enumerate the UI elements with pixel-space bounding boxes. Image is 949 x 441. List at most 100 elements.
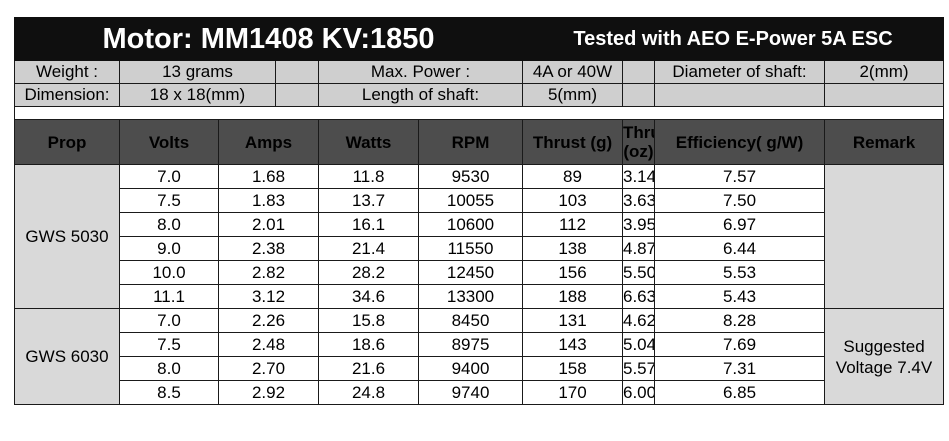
rpm-cell: 10055 — [418, 188, 523, 213]
table-row: 8.0 2.70 21.6 9400 158 5.57 7.31 — [15, 356, 944, 381]
efficiency-cell: 6.97 — [654, 212, 825, 237]
thrust-oz-cell: 3.63 — [622, 188, 655, 213]
column-header-rpm: RPM — [418, 119, 523, 165]
remark-cell: Suggested Voltage 7.4V — [823, 308, 945, 405]
thrust-g-cell: 158 — [522, 356, 623, 381]
rpm-cell: 9530 — [418, 164, 523, 189]
watts-cell: 21.4 — [318, 236, 419, 261]
amps-cell: 2.26 — [218, 308, 319, 333]
thrust-oz-cell: 5.04 — [622, 332, 655, 357]
efficiency-cell: 6.44 — [654, 236, 825, 261]
watts-cell: 24.8 — [318, 380, 419, 405]
dimension-label: Dimension: — [14, 83, 120, 107]
column-header-thrust-oz: Thrust (oz) — [622, 119, 655, 165]
rpm-cell: 10600 — [418, 212, 523, 237]
thrust-g-cell: 103 — [522, 188, 623, 213]
spec-empty-cell — [654, 83, 825, 107]
watts-cell: 21.6 — [318, 356, 419, 381]
amps-cell: 2.48 — [218, 332, 319, 357]
watts-cell: 18.6 — [318, 332, 419, 357]
spec-row-2: Dimension: 18 x 18(mm) Length of shaft: … — [14, 83, 945, 107]
rpm-cell: 8450 — [418, 308, 523, 333]
rpm-cell: 12450 — [418, 260, 523, 285]
efficiency-cell: 6.85 — [654, 380, 825, 405]
table-row: 10.0 2.82 28.2 12450 156 5.50 5.53 — [15, 260, 944, 285]
efficiency-cell: 5.43 — [654, 284, 825, 309]
column-header-prop: Prop — [14, 119, 120, 165]
volts-cell: 9.0 — [119, 236, 219, 261]
table-row: 7.5 2.48 18.6 8975 143 5.04 7.69 — [15, 332, 944, 357]
spec-empty-cell — [622, 60, 655, 84]
efficiency-cell: 7.69 — [654, 332, 825, 357]
column-header-amps: Amps — [218, 119, 319, 165]
column-header-thrust-g: Thrust (g) — [522, 119, 623, 165]
volts-cell: 8.5 — [119, 380, 219, 405]
amps-cell: 1.68 — [218, 164, 319, 189]
prop-cell: GWS 6030 — [14, 308, 120, 405]
shaft-diameter-value: 2(mm) — [823, 60, 945, 84]
volts-cell: 8.0 — [119, 356, 219, 381]
volts-cell: 8.0 — [119, 212, 219, 237]
volts-cell: 7.0 — [119, 164, 219, 189]
table-row: 8.5 2.92 24.8 9740 170 6.00 6.85 — [15, 380, 944, 405]
table-row: GWS 5030 7.0 1.68 11.8 9530 89 3.14 7.57 — [14, 164, 945, 309]
thrust-g-cell: 188 — [522, 284, 623, 309]
spacer-row — [13, 106, 945, 120]
dimension-value: 18 x 18(mm) — [119, 83, 276, 107]
amps-cell: 2.01 — [218, 212, 319, 237]
volts-cell: 11.1 — [119, 284, 219, 309]
tested-with-title: Tested with AEO E-Power 5A ESC — [521, 17, 945, 61]
remark-cell — [823, 164, 945, 309]
thrust-oz-cell: 4.87 — [622, 236, 655, 261]
watts-cell: 13.7 — [318, 188, 419, 213]
volts-cell: 10.0 — [119, 260, 219, 285]
thrust-g-cell: 143 — [522, 332, 623, 357]
thrust-oz-cell: 3.95 — [622, 212, 655, 237]
rpm-cell: 11550 — [418, 236, 523, 261]
shaft-diameter-label: Diameter of shaft: — [654, 60, 825, 84]
volts-cell: 7.5 — [119, 332, 219, 357]
efficiency-cell: 7.50 — [654, 188, 825, 213]
amps-cell: 2.92 — [218, 380, 319, 405]
thrust-g-cell: 170 — [522, 380, 623, 405]
efficiency-cell: 7.31 — [654, 356, 825, 381]
spec-empty-cell — [823, 83, 945, 107]
column-header-remark: Remark — [823, 119, 945, 165]
thrust-oz-cell: 4.62 — [622, 308, 655, 333]
prop-cell: GWS 5030 — [14, 164, 120, 309]
watts-cell: 16.1 — [318, 212, 419, 237]
title-row: Motor: MM1408 KV:1850 Tested with AEO E-… — [14, 17, 945, 61]
thrust-g-cell: 156 — [522, 260, 623, 285]
watts-cell: 28.2 — [318, 260, 419, 285]
thrust-g-cell: 89 — [522, 164, 623, 189]
volts-cell: 7.0 — [119, 308, 219, 333]
column-header-efficiency: Efficiency( g/W) — [654, 119, 825, 165]
efficiency-cell: 5.53 — [654, 260, 825, 285]
spec-row-1: Weight : 13 grams Max. Power : 4A or 40W… — [14, 60, 945, 84]
spec-empty-cell — [275, 60, 319, 84]
column-header-volts: Volts — [119, 119, 219, 165]
table-row: GWS 6030 7.0 2.26 15.8 8450 131 4.62 8.28 Sugges… — [14, 308, 945, 405]
efficiency-cell: 7.57 — [654, 164, 825, 189]
rpm-cell: 9740 — [418, 380, 523, 405]
rpm-cell: 8975 — [418, 332, 523, 357]
amps-cell: 2.38 — [218, 236, 319, 261]
thrust-g-cell: 112 — [522, 212, 623, 237]
spec-empty-cell — [275, 83, 319, 107]
volts-cell: 7.5 — [119, 188, 219, 213]
amps-cell: 2.70 — [218, 356, 319, 381]
spec-empty-cell — [622, 83, 655, 107]
motor-test-table: Motor: MM1408 KV:1850 Tested with AEO E-… — [13, 17, 945, 405]
rpm-cell: 13300 — [418, 284, 523, 309]
table-row: 7.5 1.83 13.7 10055 103 3.63 7.50 — [15, 188, 944, 213]
rpm-cell: 9400 — [418, 356, 523, 381]
watts-cell: 11.8 — [318, 164, 419, 189]
motor-title: Motor: MM1408 KV:1850 — [14, 17, 523, 61]
thrust-g-cell: 131 — [522, 308, 623, 333]
thrust-oz-cell: 5.57 — [622, 356, 655, 381]
amps-cell: 1.83 — [218, 188, 319, 213]
weight-label: Weight : — [14, 60, 120, 84]
thrust-g-cell: 138 — [522, 236, 623, 261]
thrust-oz-cell: 3.14 — [622, 164, 655, 189]
